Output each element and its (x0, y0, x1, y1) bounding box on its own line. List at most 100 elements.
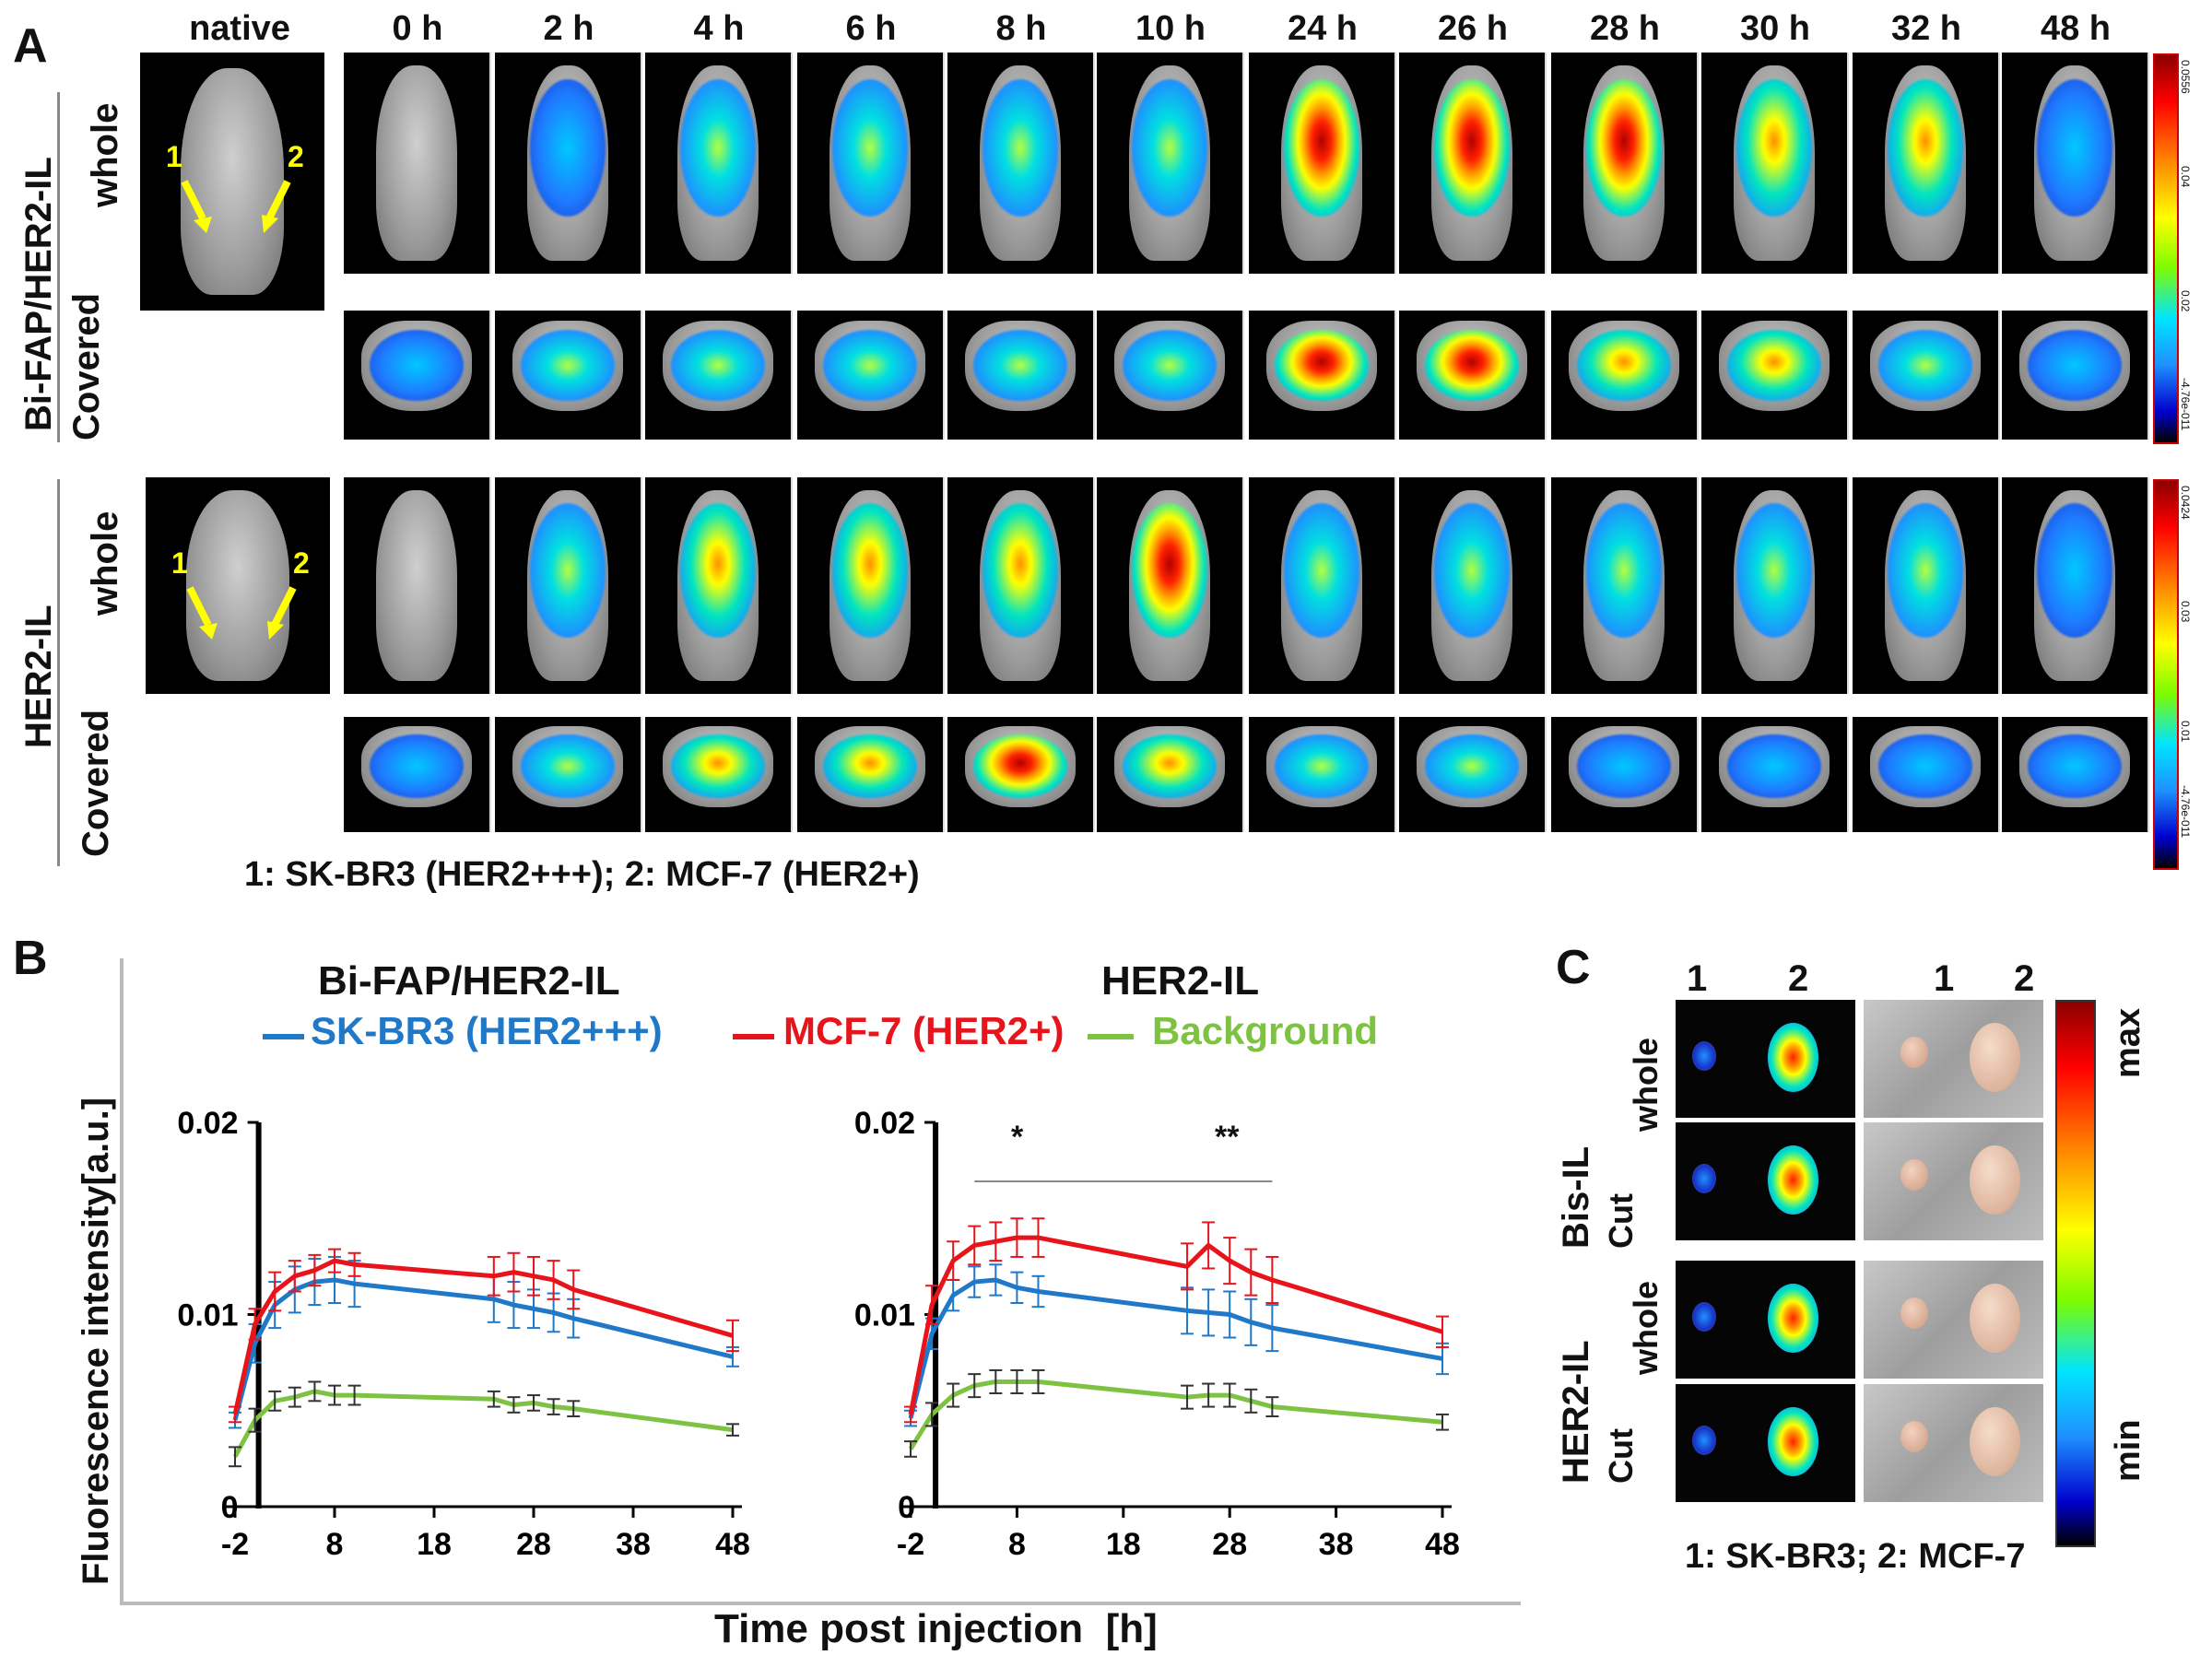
image-group1-covered (1551, 311, 1699, 440)
image-group1-covered (1853, 311, 2000, 440)
image-group1-whole (1249, 53, 1396, 274)
image-group2-whole (1551, 477, 1699, 694)
panel-c-col-1a: 1 (1687, 958, 1708, 999)
native-label: native (189, 9, 290, 48)
chart-left-title: Bi-FAP/HER2-IL (318, 958, 620, 1004)
image-group2-covered (2002, 717, 2149, 832)
image-group2-whole (495, 477, 642, 694)
colorbar-ticks-group1: 0.0556 0.04 0.02 -4.76e-011 (2179, 60, 2192, 431)
image-group1-covered (344, 311, 491, 440)
y-tick-label: 0.01 (854, 1298, 915, 1333)
image-group1-covered (947, 311, 1095, 440)
panel-b-letter: B (13, 932, 48, 985)
legend-label-mcf7: MCF-7 (HER2+) (783, 1009, 1065, 1052)
panel-a-letter: A (13, 19, 48, 73)
panel-c-col-1b: 1 (1934, 958, 1955, 999)
panel-c-colorbar (2055, 1000, 2096, 1547)
image-group2-covered (1097, 717, 1244, 832)
x-tick-label: 8 (1008, 1527, 1026, 1562)
y-tick-label: 0.02 (854, 1106, 915, 1141)
image-group2-covered (1399, 717, 1547, 832)
image-group1-whole (1399, 53, 1547, 274)
image-group2-covered (645, 717, 793, 832)
image-group1-covered (495, 311, 642, 440)
time-label: 10 h (1135, 9, 1206, 48)
panel-c-letter: C (1556, 941, 1591, 994)
x-tick-label: 48 (715, 1527, 750, 1562)
legend: SK-BR3 (HER2+++) MCF-7 (HER2+) Backgroun… (263, 1004, 1507, 1060)
time-label: 0 h (392, 9, 443, 48)
image-group1-whole (1853, 53, 2000, 274)
image-group2-whole (1097, 477, 1244, 694)
panel-a-caption: 1: SK-BR3 (HER2+++); 2: MCF-7 (HER2+) (244, 855, 920, 894)
group2-divider (57, 479, 60, 866)
time-label: 30 h (1739, 9, 1811, 48)
image-group1-whole (797, 53, 945, 274)
x-tick-label: 38 (616, 1527, 651, 1562)
image-group2-whole (1399, 477, 1547, 694)
panel-b-frame-bottom (120, 1602, 1521, 1605)
x-tick-label: 18 (1106, 1527, 1141, 1562)
x-axis-label: Time post injection [h] (714, 1606, 1158, 1651)
arrow-label-1: 1 (166, 140, 182, 173)
image-group1-covered (797, 311, 945, 440)
image-group2-covered (947, 717, 1095, 832)
image-group1-whole (645, 53, 793, 274)
organ-fluorescence-image (1676, 1384, 1855, 1502)
panel-c-group1-whole: whole (1627, 1037, 1665, 1132)
panel-c-group1-label: Bis-IL (1556, 1145, 1596, 1249)
legend-label-background: Background (1152, 1009, 1379, 1052)
time-label: 48 h (2040, 9, 2112, 48)
time-label: 26 h (1437, 9, 1509, 48)
arrow-label-1b: 1 (171, 546, 188, 580)
series-line (908, 1379, 1443, 1450)
image-group2-whole (797, 477, 945, 694)
image-group2-covered (1853, 717, 2000, 832)
image-group1-covered (1249, 311, 1396, 440)
organ-photo-image (1864, 1000, 2043, 1118)
colorbar-ticks-group2: 0.0424 0.03 0.01 -4.76e-011 (2179, 486, 2192, 839)
organ-fluorescence-image (1676, 1122, 1855, 1240)
image-group2-covered (797, 717, 945, 832)
image-group1-covered (1399, 311, 1547, 440)
time-label: 2 h (543, 9, 594, 48)
legend-line-mcf7 (733, 1034, 774, 1039)
x-tick-label: 48 (1425, 1527, 1460, 1562)
image-group1-covered (1701, 311, 1849, 440)
image-group1-whole (947, 53, 1095, 274)
legend-label-skbr3: SK-BR3 (HER2+++) (311, 1009, 663, 1052)
x-tick-label: 28 (1212, 1527, 1247, 1562)
x-tick-label: -2 (897, 1527, 924, 1562)
x-tick-label: 28 (516, 1527, 551, 1562)
panel-c-col-2b: 2 (2014, 958, 2035, 999)
image-group1-whole (2002, 53, 2149, 274)
time-label: 4 h (693, 9, 745, 48)
image-group2-whole (645, 477, 793, 694)
time-label: 8 h (995, 9, 1047, 48)
image-group2-covered (1701, 717, 1849, 832)
organ-photo-image (1864, 1261, 2043, 1379)
organ-fluorescence-image (1676, 1000, 1855, 1118)
image-group2-whole (1249, 477, 1396, 694)
image-group1-whole (1551, 53, 1699, 274)
image-group2-whole (947, 477, 1095, 694)
organ-photo-image (1864, 1122, 2043, 1240)
panel-b-frame-left (120, 958, 124, 1603)
significance-1: * (1011, 1120, 1024, 1155)
image-group1-whole (495, 53, 642, 274)
native-image-group1: 1 2 (140, 53, 324, 311)
native-image-group2: 1 2 (146, 477, 330, 694)
image-group1-whole (344, 53, 491, 274)
image-group1-whole (1097, 53, 1244, 274)
legend-line-skbr3 (263, 1034, 304, 1039)
x-tick-label: 38 (1319, 1527, 1354, 1562)
panel-c-group2-label: HER2-IL (1556, 1340, 1596, 1484)
time-label: 24 h (1287, 9, 1359, 48)
image-group2-covered (1551, 717, 1699, 832)
y-tick-label: 0.02 (177, 1106, 238, 1141)
colorbar-max-label: max (2109, 1007, 2147, 1078)
arrow-label-2: 2 (288, 140, 304, 173)
panel-c-group1-cut: Cut (1602, 1193, 1640, 1249)
image-group2-whole (344, 477, 491, 694)
